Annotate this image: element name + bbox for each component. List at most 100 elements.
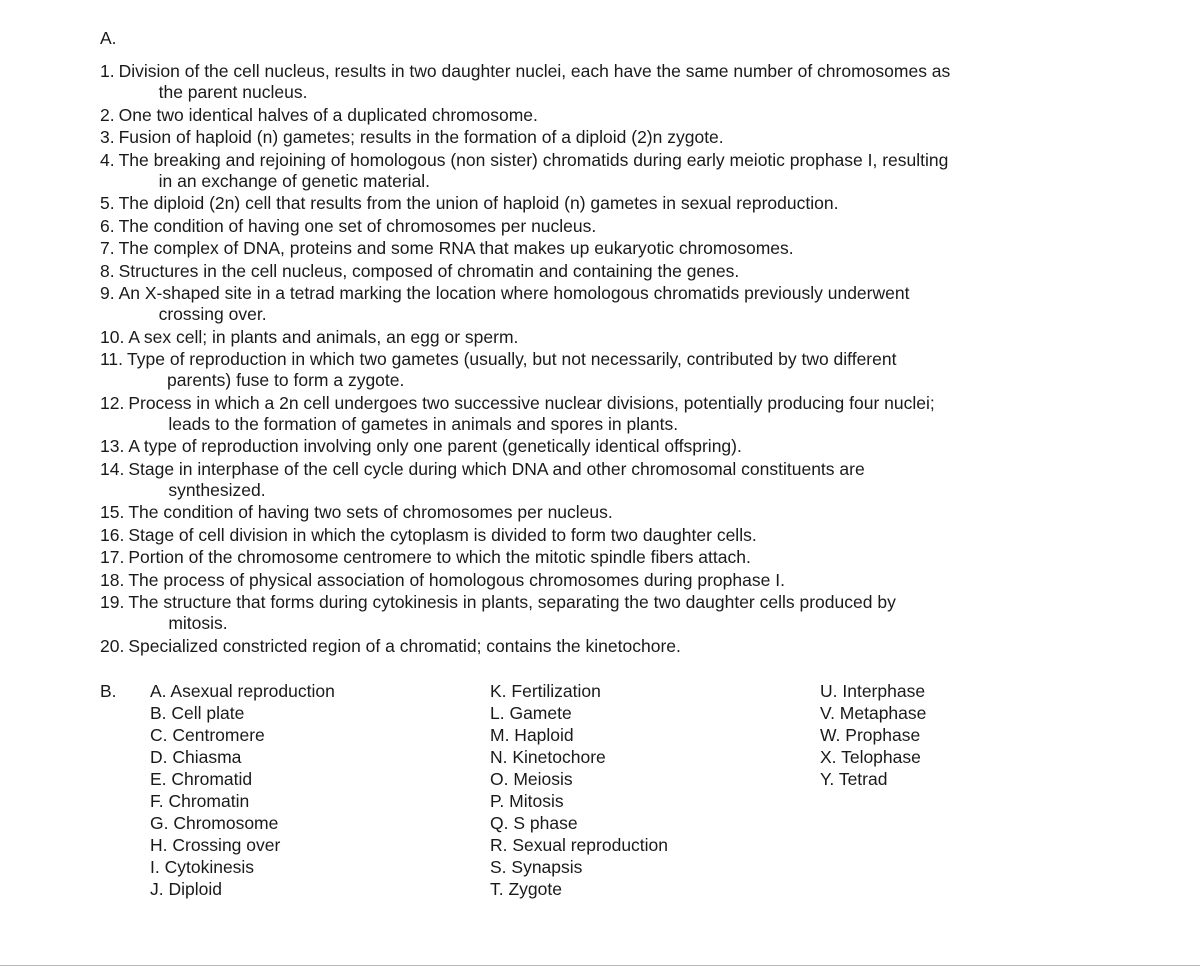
definition-text: Portion of the chromosome centromere to … bbox=[128, 547, 1110, 568]
definition-text: Process in which a 2n cell undergoes two… bbox=[128, 393, 1110, 435]
definition-continuation: crossing over. bbox=[119, 304, 1110, 325]
term-item: F. Chromatin bbox=[150, 791, 490, 812]
definition-first-line: Stage of cell division in which the cyto… bbox=[128, 525, 756, 545]
term-item: X. Telophase bbox=[820, 747, 1040, 768]
term-item: K. Fertilization bbox=[490, 681, 820, 702]
definition-first-line: A sex cell; in plants and animals, an eg… bbox=[128, 327, 518, 347]
definition-first-line: The process of physical association of h… bbox=[128, 570, 785, 590]
term-item: R. Sexual reproduction bbox=[490, 835, 820, 856]
definition-first-line: The breaking and rejoining of homologous… bbox=[119, 150, 949, 170]
definition-first-line: The complex of DNA, proteins and some RN… bbox=[119, 238, 794, 258]
definition-text: The breaking and rejoining of homologous… bbox=[119, 150, 1110, 192]
term-item: Y. Tetrad bbox=[820, 769, 1040, 790]
definition-item: 11.Type of reproduction in which two gam… bbox=[100, 349, 1110, 391]
term-item: T. Zygote bbox=[490, 879, 820, 900]
definition-number: 7. bbox=[100, 238, 119, 259]
definition-text: The structure that forms during cytokine… bbox=[128, 592, 1110, 634]
definition-number: 17. bbox=[100, 547, 128, 568]
definition-item: 17.Portion of the chromosome centromere … bbox=[100, 547, 1110, 568]
definition-first-line: The condition of having one set of chrom… bbox=[119, 216, 597, 236]
definition-first-line: Portion of the chromosome centromere to … bbox=[128, 547, 751, 567]
definition-item: 4.The breaking and rejoining of homologo… bbox=[100, 150, 1110, 192]
definition-text: Stage of cell division in which the cyto… bbox=[128, 525, 1110, 546]
definition-first-line: One two identical halves of a duplicated… bbox=[119, 105, 538, 125]
definition-number: 5. bbox=[100, 193, 119, 214]
definition-number: 9. bbox=[100, 283, 119, 325]
term-item: S. Synapsis bbox=[490, 857, 820, 878]
definition-number: 16. bbox=[100, 525, 128, 546]
term-item: A. Asexual reproduction bbox=[150, 681, 490, 702]
definition-continuation: the parent nucleus. bbox=[119, 82, 1110, 103]
definition-first-line: Fusion of haploid (n) gametes; results i… bbox=[119, 127, 724, 147]
definition-first-line: The condition of having two sets of chro… bbox=[128, 502, 612, 522]
definition-number: 12. bbox=[100, 393, 128, 435]
definition-number: 14. bbox=[100, 459, 128, 501]
worksheet-page: A. 1.Division of the cell nucleus, resul… bbox=[0, 0, 1200, 974]
definition-item: 8.Structures in the cell nucleus, compos… bbox=[100, 261, 1110, 282]
definition-first-line: Stage in interphase of the cell cycle du… bbox=[128, 459, 864, 479]
definitions-list: 1.Division of the cell nucleus, results … bbox=[100, 61, 1110, 657]
definition-item: 1.Division of the cell nucleus, results … bbox=[100, 61, 1110, 103]
term-item: H. Crossing over bbox=[150, 835, 490, 856]
definition-item: 10.A sex cell; in plants and animals, an… bbox=[100, 327, 1110, 348]
definition-number: 15. bbox=[100, 502, 128, 523]
bottom-divider bbox=[0, 965, 1200, 966]
term-item: U. Interphase bbox=[820, 681, 1040, 702]
definition-number: 6. bbox=[100, 216, 119, 237]
term-item: B. Cell plate bbox=[150, 703, 490, 724]
term-item: W. Prophase bbox=[820, 725, 1040, 746]
definition-first-line: A type of reproduction involving only on… bbox=[128, 436, 742, 456]
definition-text: The diploid (2n) cell that results from … bbox=[119, 193, 1110, 214]
term-item: D. Chiasma bbox=[150, 747, 490, 768]
definition-number: 4. bbox=[100, 150, 119, 192]
term-item: G. Chromosome bbox=[150, 813, 490, 834]
term-item: M. Haploid bbox=[490, 725, 820, 746]
definition-item: 20.Specialized constricted region of a c… bbox=[100, 636, 1110, 657]
definition-item: 3.Fusion of haploid (n) gametes; results… bbox=[100, 127, 1110, 148]
definition-text: The complex of DNA, proteins and some RN… bbox=[119, 238, 1110, 259]
definition-number: 3. bbox=[100, 127, 119, 148]
definition-item: 5.The diploid (2n) cell that results fro… bbox=[100, 193, 1110, 214]
definition-item: 13.A type of reproduction involving only… bbox=[100, 436, 1110, 457]
definition-item: 6.The condition of having one set of chr… bbox=[100, 216, 1110, 237]
terms-column: A. Asexual reproductionB. Cell plateC. C… bbox=[150, 681, 490, 901]
definition-number: 1. bbox=[100, 61, 119, 103]
definition-number: 8. bbox=[100, 261, 119, 282]
definition-number: 10. bbox=[100, 327, 128, 348]
definition-item: 7.The complex of DNA, proteins and some … bbox=[100, 238, 1110, 259]
term-item: E. Chromatid bbox=[150, 769, 490, 790]
term-item: P. Mitosis bbox=[490, 791, 820, 812]
definition-item: 12.Process in which a 2n cell undergoes … bbox=[100, 393, 1110, 435]
definition-first-line: Structures in the cell nucleus, composed… bbox=[119, 261, 740, 281]
term-item: V. Metaphase bbox=[820, 703, 1040, 724]
definition-continuation: leads to the formation of gametes in ani… bbox=[128, 414, 1110, 435]
term-item: O. Meiosis bbox=[490, 769, 820, 790]
definition-number: 13. bbox=[100, 436, 128, 457]
definition-item: 14.Stage in interphase of the cell cycle… bbox=[100, 459, 1110, 501]
definition-first-line: Type of reproduction in which two gamete… bbox=[127, 349, 896, 369]
term-item: I. Cytokinesis bbox=[150, 857, 490, 878]
term-item: L. Gamete bbox=[490, 703, 820, 724]
section-a-label: A. bbox=[100, 28, 1110, 49]
term-item: C. Centromere bbox=[150, 725, 490, 746]
definition-first-line: An X-shaped site in a tetrad marking the… bbox=[119, 283, 910, 303]
definition-first-line: Process in which a 2n cell undergoes two… bbox=[128, 393, 934, 413]
definition-number: 18. bbox=[100, 570, 128, 591]
definition-text: The condition of having two sets of chro… bbox=[128, 502, 1110, 523]
definition-text: Fusion of haploid (n) gametes; results i… bbox=[119, 127, 1110, 148]
definition-number: 19. bbox=[100, 592, 128, 634]
definition-first-line: The structure that forms during cytokine… bbox=[128, 592, 896, 612]
definition-item: 2.One two identical halves of a duplicat… bbox=[100, 105, 1110, 126]
definition-text: The condition of having one set of chrom… bbox=[119, 216, 1110, 237]
definition-text: The process of physical association of h… bbox=[128, 570, 1110, 591]
definition-number: 2. bbox=[100, 105, 119, 126]
term-item: J. Diploid bbox=[150, 879, 490, 900]
definition-first-line: The diploid (2n) cell that results from … bbox=[119, 193, 839, 213]
definition-text: Specialized constricted region of a chro… bbox=[128, 636, 1110, 657]
definition-text: Structures in the cell nucleus, composed… bbox=[119, 261, 1110, 282]
terms-column: U. InterphaseV. MetaphaseW. ProphaseX. T… bbox=[820, 681, 1040, 901]
definition-text: A type of reproduction involving only on… bbox=[128, 436, 1110, 457]
definition-item: 19.The structure that forms during cytok… bbox=[100, 592, 1110, 634]
definition-text: Type of reproduction in which two gamete… bbox=[127, 349, 1110, 391]
definition-text: An X-shaped site in a tetrad marking the… bbox=[119, 283, 1110, 325]
